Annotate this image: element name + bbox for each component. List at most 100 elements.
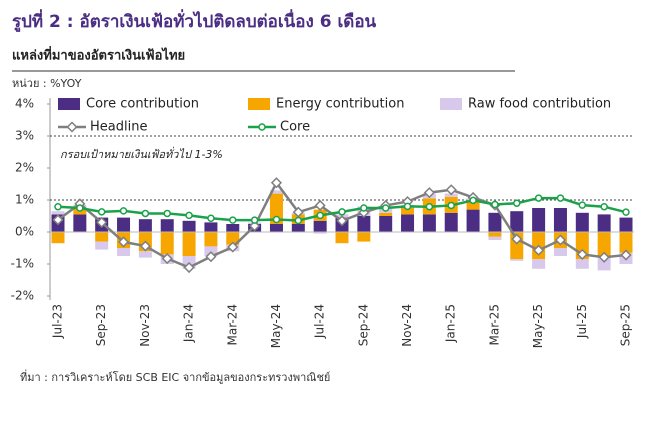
legend-swatch [58,98,80,110]
bar-segment [553,208,567,232]
marker [270,177,283,189]
bar-segment [401,214,415,232]
unit-label: หน่วย : %YOY [12,77,82,90]
x-tick-label: Jan-24 [182,304,196,343]
bar-segment [313,232,327,234]
marker [338,208,346,216]
marker [447,201,455,210]
y-tick-label: 4% [15,97,34,111]
bar-segment [532,208,546,232]
bar-segment [553,248,567,256]
marker [294,216,303,225]
marker [336,215,348,227]
marker [578,201,587,209]
y-tick-label: 0% [15,225,34,239]
legend-swatch [248,98,270,110]
bar-segment [95,232,109,242]
marker [229,216,237,224]
marker [250,216,259,224]
marker [227,241,239,253]
bar-segment [401,208,415,215]
marker [139,240,151,252]
bar-segment [422,214,436,232]
bar-segment [204,232,218,247]
marker [185,211,193,220]
marker [622,208,630,216]
bar-segment [291,224,305,232]
marker [469,196,477,205]
legend-marker [258,123,266,131]
bar-segment [73,214,87,232]
legend-label: Headline [90,120,147,135]
bar-segment [138,251,152,258]
marker [403,202,412,211]
bar-segment [313,220,327,232]
legend-label: Core [280,120,310,135]
marker [425,202,434,211]
bar-segment [335,232,349,244]
marker [249,220,261,232]
y-tick-label: 3% [15,129,34,143]
marker [511,233,523,245]
marker [381,204,390,212]
marker [534,194,543,202]
legend-label: Core contribution [86,97,199,112]
legend-label: Energy contribution [276,97,404,112]
bar-segment [160,219,174,232]
chart-subtitle: แหล่งที่มาของอัตราเงินเฟ้อไทย [12,46,185,64]
bar-segment [488,212,502,232]
marker [163,209,171,218]
marker [272,215,281,224]
bar-segment [269,193,283,224]
chart-title: รูปที่ 2 : อัตราเงินเฟ้อทั่วไปติดลบต่อเน… [12,9,377,33]
marker [556,194,565,202]
bar-segment [532,259,546,269]
x-tick-label: Sep-24 [356,304,370,346]
bar-segment [488,236,502,240]
y-tick-label: 1% [15,193,34,207]
marker [119,207,128,215]
bar-segment [379,216,393,232]
marker [554,234,567,246]
marker [576,248,588,260]
bar-segment [597,232,611,258]
annotation: กรอบเป้าหมายเงินเฟ้อทั่วไป 1-3% [60,146,223,161]
marker [207,214,215,222]
bar-segment [466,200,480,210]
bar-segment [488,232,502,237]
marker [52,214,64,226]
marker [54,202,62,211]
bar-segment [117,217,131,232]
bar-segment [51,232,65,244]
marker [598,251,610,263]
bar-segment [95,241,109,250]
bar-segment [357,232,371,242]
marker [117,236,130,248]
marker [620,249,632,261]
x-tick-label: May-24 [269,304,283,348]
legend-swatch [440,98,462,110]
bar-segment [182,220,196,232]
marker [183,261,195,274]
marker [96,216,108,228]
x-tick-label: Nov-23 [138,304,152,347]
bar-segment [226,224,240,232]
bar-segment [619,217,633,232]
marker [205,251,217,263]
marker [513,199,521,207]
marker [76,204,84,212]
bar-segment [269,190,283,194]
marker [423,187,435,199]
x-tick-label: Mar-24 [225,304,239,345]
x-tick-label: Mar-25 [487,304,501,345]
marker [491,200,499,209]
bar-segment [510,211,524,232]
y-tick-label: -2% [11,289,34,303]
x-tick-label: May-25 [531,304,545,348]
marker [360,204,368,212]
x-tick-label: Jul-25 [575,304,589,339]
bar-segment [379,212,393,216]
marker [292,206,304,218]
marker [161,252,173,265]
